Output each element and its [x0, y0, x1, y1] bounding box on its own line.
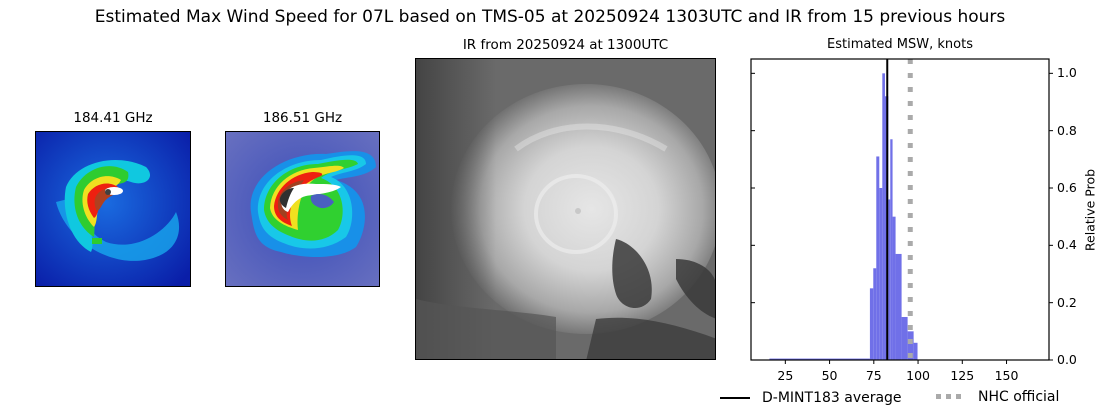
x-tick-label: 25: [777, 368, 794, 383]
microwave-image-icon: [36, 132, 190, 286]
x-tick-label: 125: [950, 368, 975, 383]
histogram-bar: [869, 288, 874, 360]
microwave-186ghz-image: [225, 131, 380, 287]
histogram-bar: [901, 317, 908, 360]
figure-title: Estimated Max Wind Speed for 07L based o…: [94, 7, 1006, 27]
histogram-bar: [890, 139, 893, 360]
y-tick-label: 0.8: [1057, 122, 1077, 138]
panel-title-186ghz: 186.51 GHz: [262, 110, 343, 126]
histogram-bar: [913, 342, 918, 360]
x-tick-label: 100: [906, 368, 930, 383]
x-tick-label: 50: [821, 368, 838, 383]
legend-label-average: D-MINT183 average: [762, 390, 902, 406]
solid-line-icon: [720, 397, 750, 399]
ir-satellite-image: [415, 58, 716, 360]
legend-item-nhc: NHC official: [936, 389, 1059, 405]
panel-title-histogram: Estimated MSW, knots: [827, 37, 973, 52]
y-tick-label: 0.2: [1057, 294, 1077, 310]
y-tick-label: 0.4: [1057, 237, 1077, 253]
y-tick-label: 1.0: [1057, 65, 1077, 81]
x-tick-label: 150: [994, 368, 1019, 383]
plot-frame: [750, 58, 1050, 361]
x-tick-label: 75: [865, 368, 882, 383]
histogram-bar: [895, 253, 902, 360]
legend-item-average: D-MINT183 average: [720, 390, 902, 406]
panel-title-ir: IR from 20250924 at 1300UTC: [462, 37, 669, 53]
y-tick-label: 0.0: [1057, 352, 1077, 367]
histogram-bar: [888, 199, 891, 360]
legend-label-nhc: NHC official: [978, 388, 1060, 405]
histogram-bar: [892, 216, 896, 360]
microwave-184ghz-image: [35, 131, 191, 287]
dotted-line-icon: [936, 394, 967, 399]
panel-title-184ghz: 184.41 GHz: [73, 110, 153, 126]
histogram-plot: [750, 58, 1053, 364]
histogram-bar: [882, 73, 885, 360]
microwave-image-icon: [226, 132, 379, 286]
infrared-satellite-image-icon: [416, 59, 715, 359]
histogram-bar: [769, 358, 870, 360]
histogram-bar: [873, 268, 877, 360]
histogram-bar: [907, 331, 914, 360]
y-axis-label: Relative Prob: [1082, 168, 1098, 252]
y-tick-label: 0.6: [1057, 180, 1077, 195]
histogram-chart: [750, 58, 1053, 364]
histogram-bar: [876, 156, 880, 360]
histogram-bar: [879, 188, 883, 360]
legend: D-MINT183 average NHC official: [720, 387, 1059, 406]
